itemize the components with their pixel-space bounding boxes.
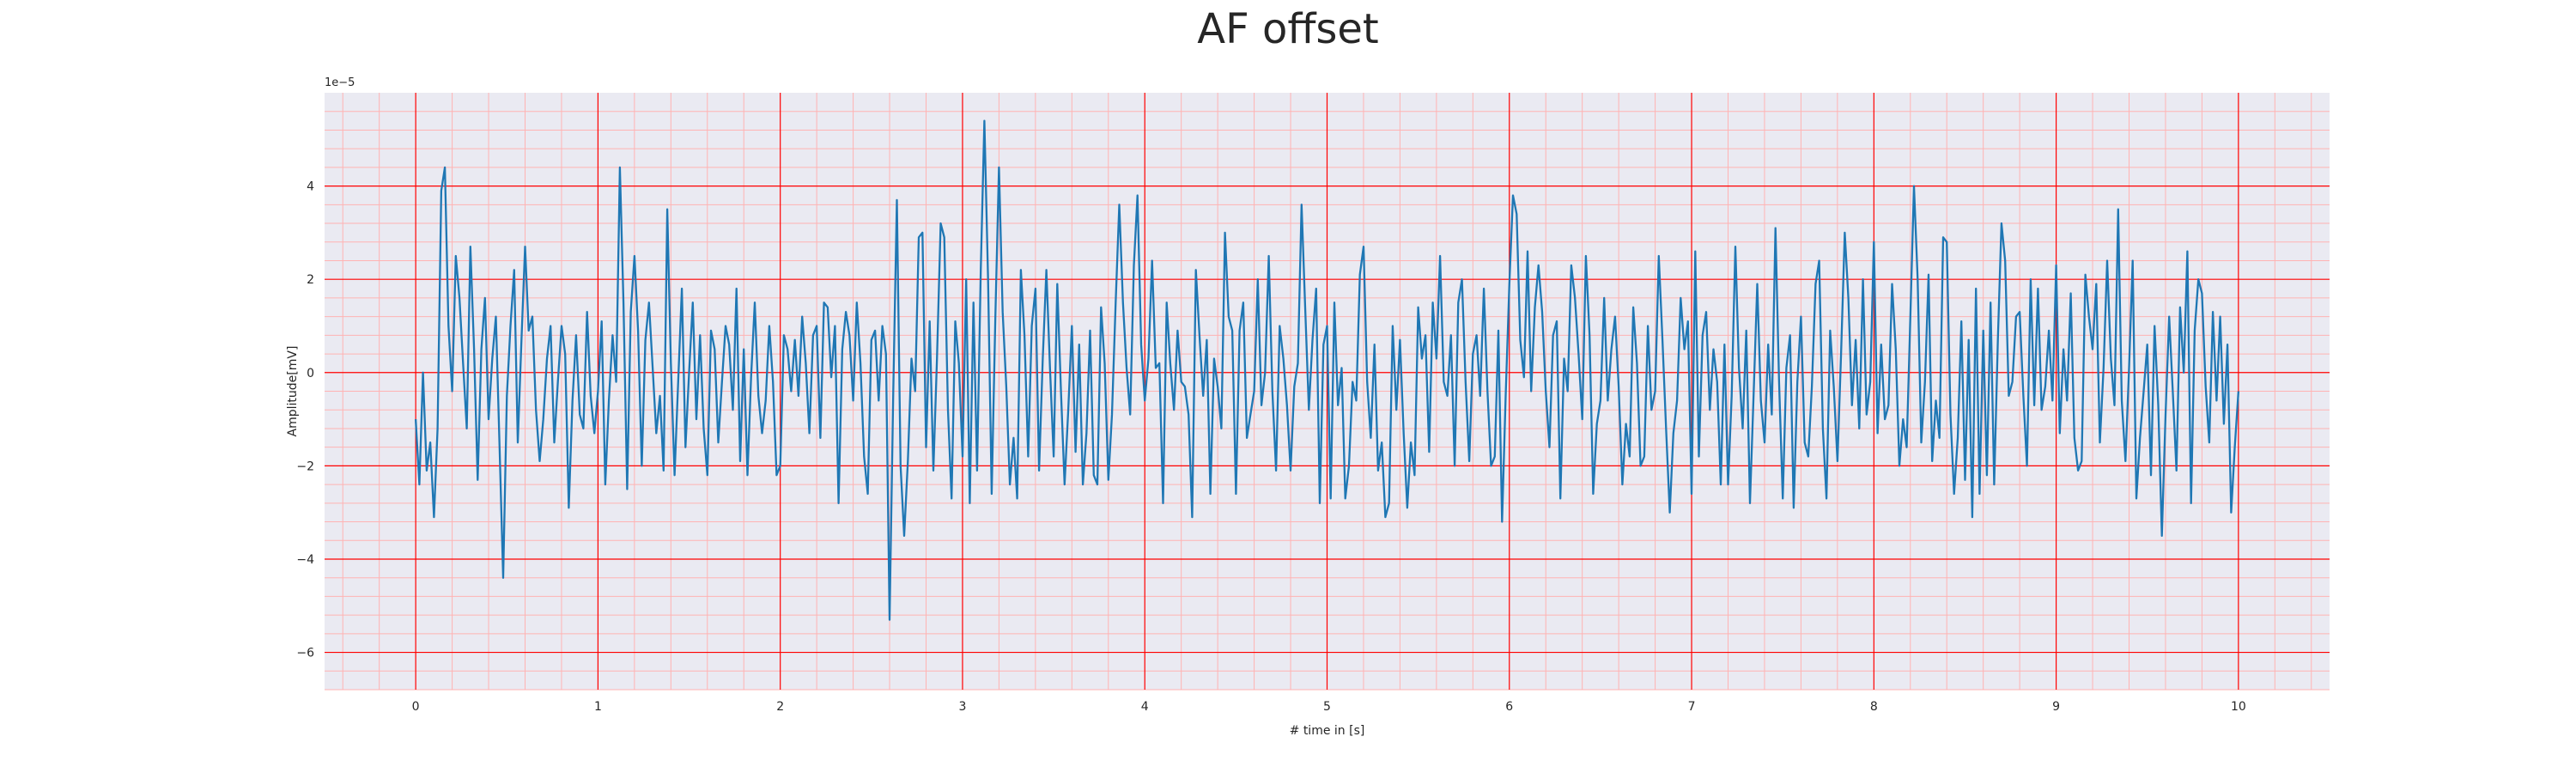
series-line (414, 119, 2240, 621)
y-axis-label: Amplitude[mV] (286, 346, 300, 437)
x-tick-label: 10 (2231, 700, 2246, 714)
x-axis-ticks: 0 1 2 3 4 5 6 7 8 9 10 (412, 700, 2246, 714)
y-tick-label: −2 (296, 460, 314, 473)
x-tick-label: 0 (412, 700, 420, 714)
x-tick-label: 9 (2052, 700, 2060, 714)
x-tick-label: 5 (1323, 700, 1331, 714)
y-axis-ticks: −6 −4 −2 0 2 4 (296, 180, 314, 660)
x-axis-label: # time in [s] (1290, 724, 1365, 738)
x-tick-label: 1 (594, 700, 602, 714)
x-tick-label: 8 (1870, 700, 1878, 714)
y-tick-label: 2 (307, 273, 314, 287)
x-tick-label: 6 (1505, 700, 1513, 714)
x-tick-label: 4 (1141, 700, 1149, 714)
y-axis-offset-label: 1e−5 (325, 76, 355, 89)
y-tick-label: 4 (307, 180, 314, 194)
y-tick-label: 0 (307, 367, 314, 380)
x-tick-label: 7 (1688, 700, 1696, 714)
x-tick-label: 2 (776, 700, 784, 714)
chart-title: AF offset (1197, 5, 1379, 53)
x-tick-label: 3 (958, 700, 966, 714)
y-tick-label: −6 (296, 647, 314, 660)
y-tick-label: −4 (296, 553, 314, 567)
